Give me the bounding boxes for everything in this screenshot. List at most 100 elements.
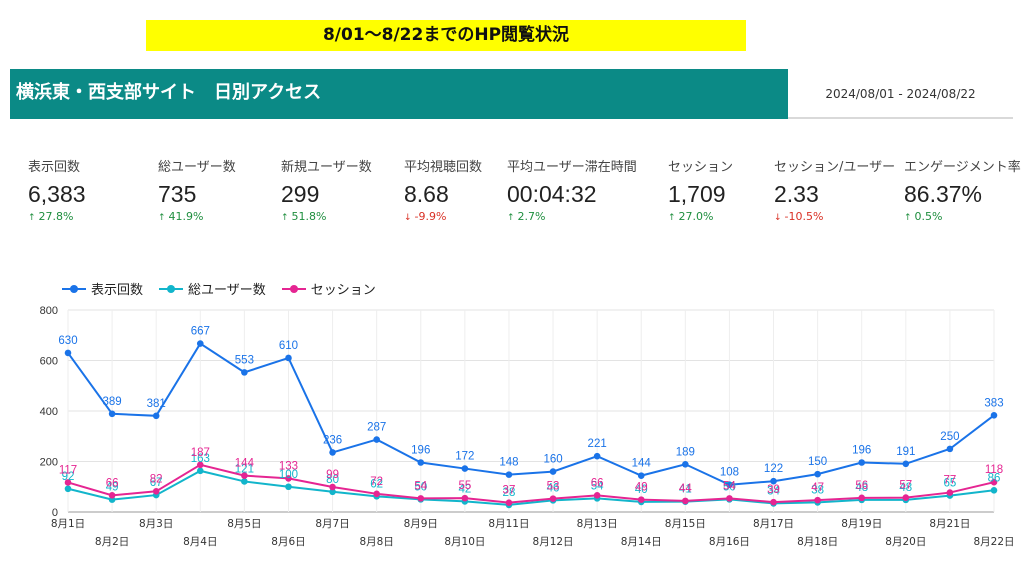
metric-change: ↑ 27.8% [28, 210, 86, 223]
chart-legend: 表示回数 総ユーザー数 セッション [62, 279, 376, 298]
x-tick-label: 8月16日 [709, 536, 750, 548]
x-tick-label: 8月19日 [841, 518, 882, 530]
metric-change-value: 0.5% [914, 210, 943, 223]
x-tick-label: 8月21日 [929, 518, 970, 530]
x-tick-label: 8月18日 [797, 536, 838, 548]
metric-card: セッション/ユーザー 2.33 ↓ -10.5% [774, 156, 895, 223]
data-label: 82 [150, 473, 163, 485]
data-label: 172 [455, 451, 474, 463]
data-point [196, 461, 204, 469]
x-tick-label: 8月12日 [533, 536, 574, 548]
data-label: 50 [414, 481, 427, 493]
data-point [329, 483, 336, 491]
legend-swatch-total-users [159, 284, 184, 294]
data-point [373, 490, 380, 498]
y-tick-label: 0 [52, 507, 58, 519]
x-tick-label: 8月17日 [753, 518, 794, 530]
data-label: 66 [591, 477, 604, 489]
data-point [946, 489, 954, 496]
data-point [64, 479, 72, 486]
date-range-selector[interactable]: 2024/08/01 - 2024/08/22 [788, 69, 1013, 119]
data-label: 383 [984, 397, 1003, 409]
metric-change-value: 51.8% [291, 210, 327, 223]
metric-label: 新規ユーザー数 [281, 160, 372, 175]
metric-change-value: 27.0% [678, 210, 714, 223]
data-point [329, 449, 336, 456]
legend-label-total-users: 総ユーザー数 [188, 283, 266, 298]
legend-item-sessions[interactable]: セッション [281, 279, 376, 298]
data-label: 28 [503, 487, 516, 499]
data-point [417, 459, 425, 466]
metric-value: 6,383 [28, 181, 86, 207]
data-label: 53 [547, 481, 560, 493]
data-point [726, 481, 733, 489]
arrow-up-icon: ↑ [158, 213, 166, 223]
data-point [682, 497, 689, 505]
data-label: 57 [899, 480, 912, 492]
data-label: 191 [896, 446, 915, 458]
legend-label-pageviews: 表示回数 [91, 283, 144, 298]
data-label: 72 [370, 476, 383, 488]
x-tick-label: 8月15日 [665, 518, 706, 530]
data-point [64, 485, 72, 493]
data-label: 287 [367, 422, 386, 434]
metric-label: 平均視聴回数 [404, 160, 483, 175]
data-label: 77 [944, 475, 957, 487]
metric-label: セッション/ユーザー [774, 160, 896, 175]
data-label: 67 [150, 477, 163, 489]
x-tick-label: 8月8日 [359, 536, 393, 548]
data-label: 133 [279, 460, 298, 472]
data-point [285, 475, 292, 482]
data-point [990, 478, 998, 486]
data-label: 54 [591, 480, 604, 492]
data-label: 187 [191, 447, 210, 459]
data-label: 189 [676, 446, 695, 458]
x-tick-label: 8月13日 [577, 518, 618, 530]
data-label: 99 [326, 469, 339, 481]
x-tick-label: 8月11日 [488, 518, 529, 530]
data-label: 49 [635, 482, 648, 494]
data-label: 46 [547, 482, 560, 494]
legend-item-pageviews[interactable]: 表示回数 [62, 279, 143, 298]
data-label: 39 [767, 484, 780, 496]
data-label: 42 [458, 483, 471, 495]
metric-value: 299 [281, 181, 320, 207]
metric-label: セッション [668, 160, 734, 175]
data-point [241, 478, 248, 485]
report-title: 横浜東・西支部サイト 日別アクセス [16, 82, 322, 103]
x-tick-label: 8月1日 [51, 518, 85, 530]
data-label: 37 [503, 485, 516, 497]
series-line [67, 463, 995, 504]
data-point [770, 498, 777, 506]
metric-change: ↓ -10.5% [774, 210, 895, 223]
metric-card: 総ユーザー数 735 ↑ 41.9% [158, 156, 236, 223]
data-point [108, 410, 116, 418]
data-label: 250 [940, 431, 959, 443]
data-label: 44 [679, 483, 692, 495]
data-label: 160 [543, 454, 562, 466]
x-tick-label: 8月2日 [95, 536, 129, 548]
arrow-up-icon: ↑ [904, 213, 912, 223]
data-label: 121 [235, 463, 254, 475]
data-point [152, 487, 160, 495]
legend-item-total-users[interactable]: 総ユーザー数 [159, 279, 266, 298]
data-point [726, 495, 733, 502]
data-point [990, 411, 998, 419]
metric-value: 8.68 [404, 181, 449, 207]
data-label: 34 [767, 485, 780, 497]
data-label: 40 [635, 484, 648, 496]
metric-card: 新規ユーザー数 299 ↑ 51.8% [281, 156, 372, 223]
data-label: 630 [58, 335, 77, 347]
metric-label: 総ユーザー数 [158, 160, 236, 175]
metric-change-value: -10.5% [784, 210, 824, 223]
data-label: 108 [720, 467, 739, 479]
daily-access-line-chart: 0 200 400 600 800 8月1日 8月2日 8月3日 8月4日 8月5日 8月6日 8月7… [40, 305, 1015, 548]
legend-label-sessions: セッション [310, 283, 376, 298]
metric-change-value: 27.8% [38, 210, 74, 223]
metric-card: 平均視聴回数 8.68 ↓ -9.9% [404, 156, 482, 223]
arrow-up-icon: ↑ [281, 213, 289, 223]
data-point [637, 496, 645, 503]
metric-value: 2.33 [774, 181, 819, 207]
data-label: 553 [235, 354, 254, 366]
series-line [67, 342, 995, 486]
